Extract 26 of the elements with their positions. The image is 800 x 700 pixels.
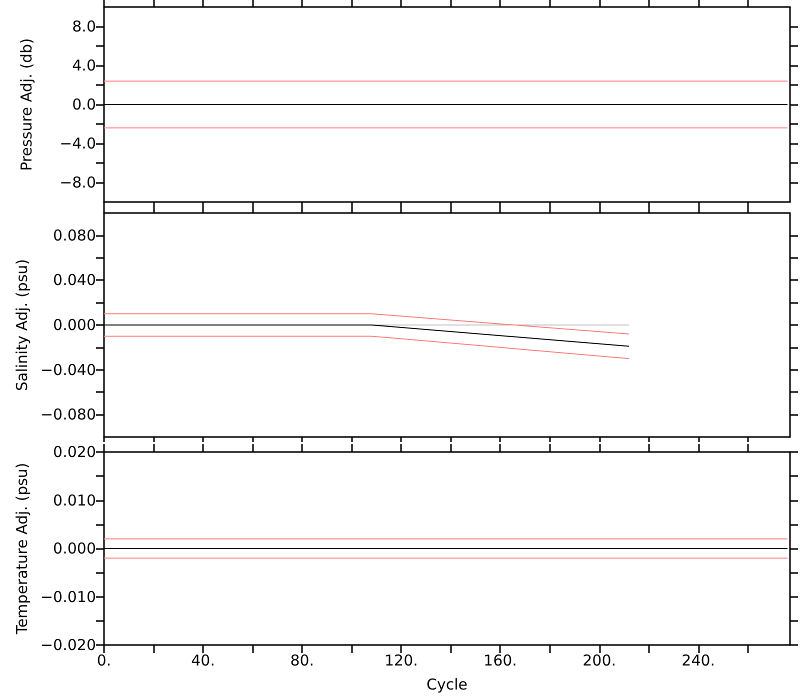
y-tick-label: 0.0 xyxy=(72,96,96,114)
y-axis-title: Salinity Adj. (psu) xyxy=(13,258,32,392)
x-tick-label: 80. xyxy=(290,652,314,670)
y-tick-label: 0.040 xyxy=(53,271,96,290)
x-tick-label: 0. xyxy=(96,652,112,670)
y-tick-label: 0.000 xyxy=(53,316,96,334)
y-tick-label: 0.010 xyxy=(53,491,96,510)
y-tick-label: −0.010 xyxy=(40,588,96,606)
y-tick-label: −0.040 xyxy=(40,360,96,379)
y-tick-label: −8.0 xyxy=(60,174,96,192)
y-tick-label: 0.000 xyxy=(53,540,96,558)
y-tick-label: 0.020 xyxy=(53,443,96,461)
y-axis-title: Temperature Adj. (psu) xyxy=(13,462,32,636)
y-tick-label: −0.020 xyxy=(40,636,96,654)
y-tick-label: 8.0 xyxy=(72,18,96,36)
x-tick-label: 240. xyxy=(682,652,716,670)
x-axis-title: Cycle xyxy=(426,676,468,694)
y-tick-label: 4.0 xyxy=(72,56,96,74)
y-tick-label: −0.080 xyxy=(40,406,96,424)
y-tick-label: 0.080 xyxy=(53,226,96,244)
x-tick-label: 200. xyxy=(582,652,616,670)
x-tick-label: 120. xyxy=(384,652,418,670)
x-tick-label: 40. xyxy=(191,652,215,670)
y-axis-title: Pressure Adj. (db) xyxy=(18,38,36,171)
y-tick-label: −4.0 xyxy=(60,134,96,152)
x-tick-label: 160. xyxy=(484,652,517,670)
